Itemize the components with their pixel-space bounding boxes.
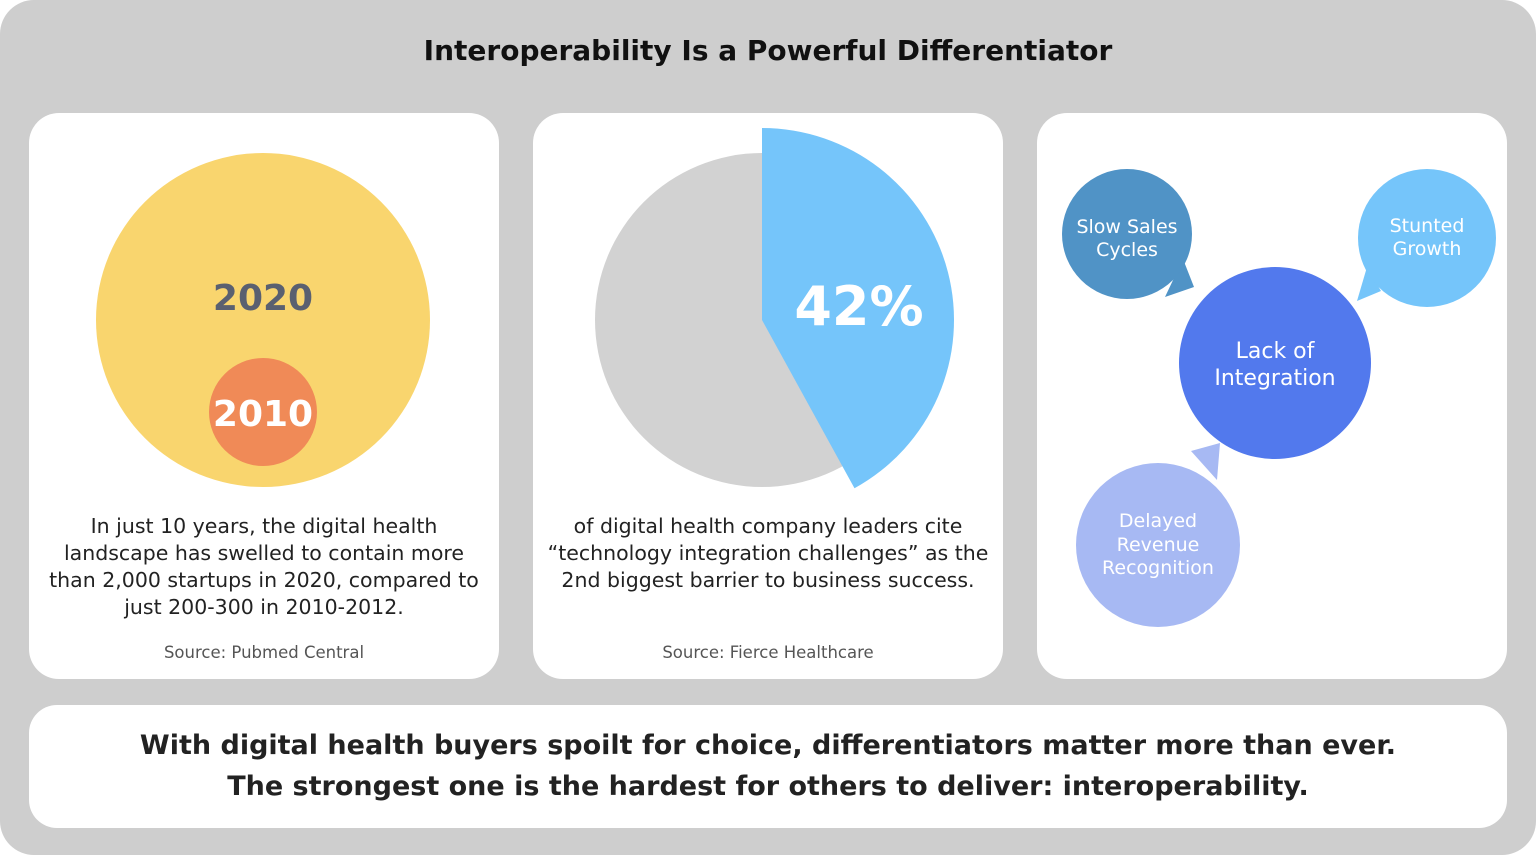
pointer-delayed-revenue <box>1191 443 1220 480</box>
delayed-line3: Recognition <box>1102 557 1214 579</box>
source-fierce: Source: Fierce Healthcare <box>662 643 874 662</box>
delayed-line2: Revenue <box>1117 534 1200 556</box>
page-title: Interoperability Is a Powerful Different… <box>423 34 1113 67</box>
slow-sales-line2: Cycles <box>1096 239 1158 261</box>
startups-description: In just 10 years, the digital health lan… <box>49 514 479 619</box>
bubble-graphic: 2020 2010 <box>96 153 430 487</box>
conclusion-banner: With digital health buyers spoilt for ch… <box>29 705 1507 828</box>
barrier-description: of digital health company leaders cite “… <box>547 514 989 592</box>
pointer-slow-sales <box>1165 259 1194 297</box>
pie-data-label: 42% <box>794 275 923 338</box>
startups-panel: 2020 2010 In just 10 years, the digital … <box>29 113 499 679</box>
center-line1: Lack of <box>1236 339 1316 364</box>
slow-sales-line1: Slow Sales <box>1076 216 1177 238</box>
label-2020: 2020 <box>213 278 313 319</box>
pointer-stunted-growth <box>1357 267 1381 301</box>
pie-slice-42 <box>762 128 954 489</box>
stunted-line1: Stunted <box>1390 215 1465 237</box>
circle-2010 <box>209 358 317 466</box>
label-2010: 2010 <box>213 394 313 435</box>
barrier-panel: 42% of digital health company leaders ci… <box>533 113 1003 679</box>
node-stunted-growth <box>1358 169 1496 307</box>
node-lack-of-integration <box>1179 267 1371 459</box>
center-line2: Integration <box>1214 366 1335 391</box>
node-delayed-revenue <box>1076 463 1240 627</box>
pie-chart: 42% <box>595 128 954 489</box>
integration-diagram: Slow Sales Cycles Stunted Growth Lack of… <box>1062 169 1496 627</box>
circle-2020 <box>96 153 430 487</box>
delayed-line1: Delayed <box>1119 510 1197 532</box>
source-pubmed: Source: Pubmed Central <box>163 643 365 662</box>
conclusion-line2: The strongest one is the hardest for oth… <box>227 771 1309 802</box>
integration-panel: Slow Sales Cycles Stunted Growth Lack of… <box>1037 113 1507 679</box>
stunted-line2: Growth <box>1393 238 1462 260</box>
conclusion-line1: With digital health buyers spoilt for ch… <box>139 730 1397 761</box>
node-slow-sales <box>1062 169 1192 299</box>
